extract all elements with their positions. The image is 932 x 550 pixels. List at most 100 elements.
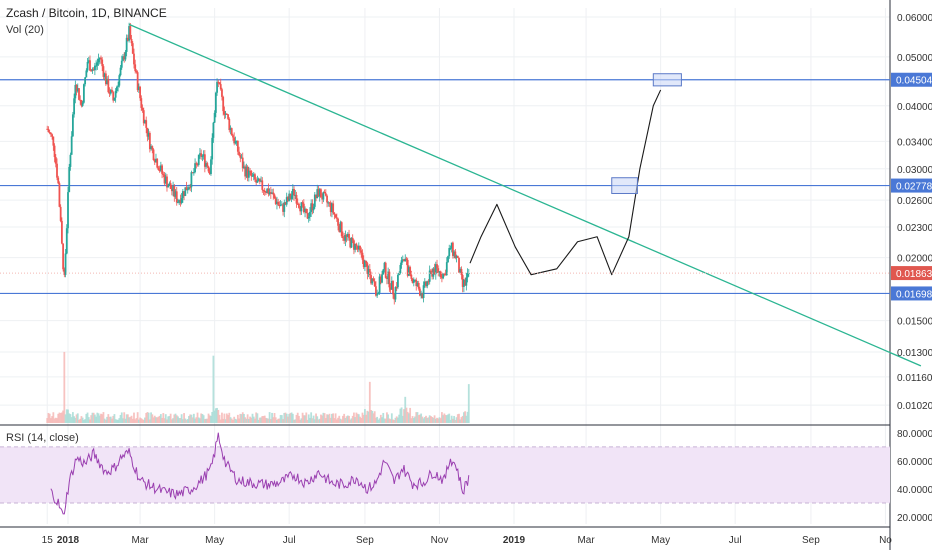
- candle-body: [404, 258, 407, 262]
- candle-body: [236, 140, 239, 152]
- volume-bar: [102, 412, 105, 423]
- candle-body: [422, 285, 425, 298]
- volume-bar: [122, 418, 124, 423]
- candle-body: [345, 235, 348, 237]
- candle-body: [362, 259, 365, 268]
- projection-path: [469, 89, 662, 276]
- volume-bar: [195, 417, 198, 423]
- candle-body: [282, 204, 284, 212]
- candle-body: [86, 61, 89, 71]
- candle-body: [65, 228, 68, 254]
- volume-bar: [461, 415, 464, 423]
- candle-body: [184, 187, 187, 196]
- volume-bar: [411, 416, 414, 423]
- volume-bar: [437, 418, 440, 423]
- candle-body: [112, 92, 115, 101]
- candle-body: [426, 281, 429, 287]
- volume-bar: [420, 413, 423, 423]
- candle-body: [73, 98, 76, 115]
- volume-bar: [410, 418, 413, 423]
- candle-body: [274, 198, 277, 204]
- candle-body: [60, 220, 63, 244]
- volume-bar: [136, 412, 139, 423]
- time-tick-label: May: [205, 535, 224, 546]
- candle-body: [442, 273, 445, 279]
- candle-body: [280, 204, 283, 206]
- volume-bar: [337, 417, 339, 423]
- volume-bar: [49, 418, 52, 423]
- volume-bar: [399, 408, 402, 423]
- volume-bar: [432, 417, 435, 423]
- candle-body: [63, 269, 66, 275]
- volume-bar: [346, 415, 349, 423]
- volume-bar: [447, 414, 449, 423]
- candle-body: [299, 207, 302, 212]
- candle-body: [294, 194, 297, 196]
- time-tick-label: Mar: [577, 535, 595, 546]
- candle-body: [432, 268, 435, 277]
- volume-bar: [91, 412, 94, 423]
- candle-body: [124, 51, 127, 60]
- candle-body: [434, 264, 437, 275]
- candle-body: [76, 88, 79, 92]
- volume-bar: [158, 415, 161, 423]
- volume-bar: [449, 419, 452, 423]
- candle-body: [414, 279, 416, 281]
- candle-body: [328, 202, 331, 204]
- candle-body: [227, 114, 229, 119]
- volume-bar: [234, 418, 237, 423]
- candle-body: [197, 154, 200, 165]
- volume-bar: [184, 418, 187, 423]
- candle-body: [365, 260, 368, 264]
- candle-body: [278, 204, 281, 206]
- volume-bar: [217, 409, 220, 423]
- candle-body: [266, 188, 269, 193]
- volume-bar: [315, 413, 317, 423]
- volume-bar: [257, 419, 260, 423]
- candle-body: [453, 251, 456, 256]
- candle-body: [318, 189, 321, 197]
- volume-bar: [197, 417, 200, 423]
- volume-bar: [189, 414, 192, 423]
- candle-body: [364, 260, 366, 268]
- candle-body: [257, 178, 260, 181]
- candle-body: [410, 274, 413, 279]
- volume-bar: [288, 413, 291, 423]
- candle-body: [131, 43, 134, 54]
- volume-bar: [304, 415, 306, 423]
- volume-bar: [163, 418, 166, 423]
- volume-bar: [258, 417, 261, 423]
- volume-bar: [280, 415, 283, 423]
- candle-body: [290, 195, 293, 199]
- volume-bar: [366, 410, 369, 423]
- candle-body: [252, 174, 255, 176]
- volume-bar: [404, 396, 407, 423]
- volume-bar: [203, 419, 206, 423]
- volume-bar: [152, 417, 155, 423]
- candle-body: [420, 293, 423, 296]
- candle-body: [203, 154, 206, 167]
- volume-bar: [384, 418, 387, 423]
- volume-bar: [223, 413, 226, 423]
- candle-body: [302, 203, 305, 213]
- volume-bar: [92, 412, 95, 423]
- volume-bar: [383, 418, 386, 423]
- volume-bar: [156, 417, 159, 423]
- target-box: [611, 177, 638, 194]
- volume-bar: [107, 414, 110, 423]
- volume-bar: [90, 415, 93, 423]
- volume-bar: [349, 419, 352, 423]
- volume-bar: [433, 415, 436, 423]
- candle-body: [456, 255, 459, 258]
- candle-body: [447, 256, 449, 263]
- volume-bar: [241, 412, 244, 423]
- volume-bar: [185, 419, 188, 423]
- volume-bar: [73, 416, 76, 423]
- candle-body: [217, 81, 220, 83]
- volume-bar: [164, 414, 167, 423]
- volume-bar: [255, 412, 258, 423]
- volume-bar: [412, 418, 415, 423]
- volume-bar: [155, 417, 157, 423]
- candle-body: [356, 245, 359, 250]
